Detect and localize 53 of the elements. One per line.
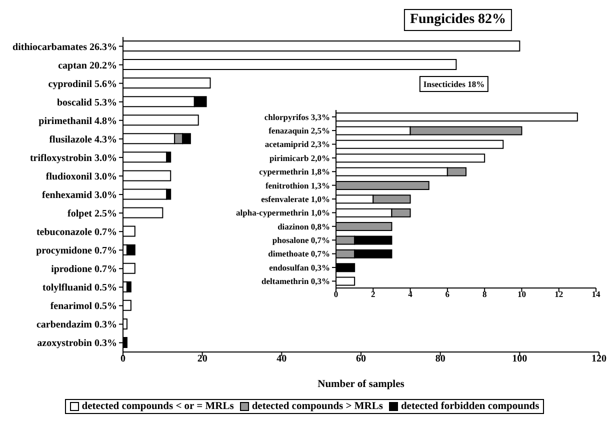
y-tick-label: tolylfluanid 0.5% [42,282,117,294]
y-tick-label: dimethoate 0,7% [268,248,330,259]
y-tick-label: acetamiprid 2,3% [264,139,330,150]
y-tick-label: chlorpyrifos 3,3% [264,112,330,122]
y-tick-label: esfenvalerate 1,0% [261,194,330,204]
y-tick-label: boscalid 5.3% [56,97,117,108]
y-tick-label: carbendazim 0.3% [36,320,117,331]
x-tick-label: 60 [356,354,366,364]
y-tick-label: azoxystrobin 0.3% [37,338,117,350]
x-tick-label: 100 [512,354,528,364]
chart-title: Fungicides 82% [404,9,512,31]
y-tick-label: phosalone 0,7% [272,235,330,246]
x-tick-label: 0 [120,354,126,364]
chart-title: Insecticides 18% [419,76,489,92]
legend-label: detected compounds > MRLs [252,401,383,412]
x-tick-label: 6 [445,288,450,299]
x-tick-label: 8 [482,288,487,299]
x-tick-label: 80 [435,354,446,364]
y-tick-label: dithiocarbamates 26.3% [12,42,117,53]
x-tick-label: 10 [517,288,526,299]
x-tick-label: 0 [334,288,338,299]
legend-label: detected forbidden compounds [400,401,540,412]
bar [126,281,132,292]
y-tick-label: captan 20.2% [58,60,117,72]
y-tick-label: alpha-cypermethrin 1,0% [236,208,330,218]
x-tick-label: 120 [592,354,606,364]
x-tick-label: 4 [408,288,414,299]
x-tick-label: 20 [197,354,208,364]
y-tick-label: pirimicarb 2,0% [270,152,330,163]
y-tick-label: procymidone 0.7% [36,246,117,257]
y-tick-label: folpet 2.5% [68,208,117,220]
y-tick-label: cypermethrin 1,8% [259,166,330,177]
y-tick-label: trifloxystrobin 3.0% [30,152,117,164]
bar [126,244,136,256]
legend-label: detected compounds < or = MRLs [82,401,234,412]
y-tick-label: fludioxonil 3.0% [46,171,117,182]
y-tick-label: tebuconazole 0.7% [36,227,117,238]
y-tick-label: pirimethanil 4.8% [38,116,117,127]
x-tick-label: 2 [371,288,376,299]
y-tick-label: endosulfan 0,3% [269,262,330,272]
y-tick-label: cyprodinil 5.6% [48,78,117,90]
y-tick-label: deltamethrin 0,3% [262,276,330,286]
x-tick-label: 40 [276,354,287,364]
y-tick-label: iprodione 0.7% [51,264,117,276]
x-tick-label: 12 [554,288,564,299]
y-tick-label: diazinon 0,8% [278,221,330,232]
x-tick-label: 14 [592,288,601,299]
y-tick-label: fenhexamid 3.0% [42,190,117,201]
y-tick-label: fenitrothion 1,3% [265,180,330,190]
y-tick-label: fenarimol 0.5% [50,301,117,312]
y-tick-label: flusilazole 4.3% [49,134,117,146]
x-axis-title: Number of samples [318,379,404,390]
y-tick-label: fenazaquin 2,5% [268,126,330,136]
